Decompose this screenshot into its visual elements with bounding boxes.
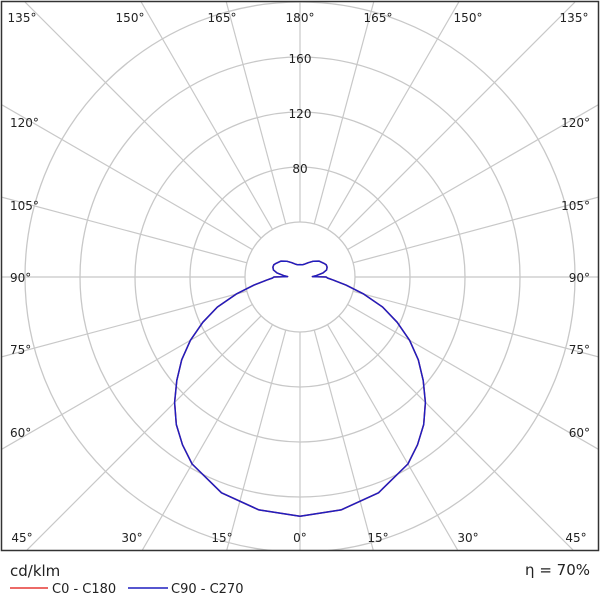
grid-ring — [189, 166, 411, 388]
angle-label: 120° — [561, 116, 590, 130]
angle-label: 15° — [367, 531, 388, 545]
radial-tick-label: 120 — [289, 107, 312, 121]
grid-center-fill — [245, 222, 355, 332]
angle-label: 180° — [286, 11, 315, 25]
angle-label: 135° — [560, 11, 589, 25]
grid-ring — [134, 111, 466, 443]
angle-label: 150° — [454, 11, 483, 25]
angle-label: 45° — [11, 531, 32, 545]
angle-label: 105° — [10, 199, 39, 213]
polar-grid — [2, 2, 598, 550]
efficiency-label: η = 70% — [525, 561, 590, 579]
grid-spoke — [299, 104, 598, 278]
series-curve-c90-c270 — [173, 260, 427, 518]
angle-label: 60° — [10, 426, 31, 440]
angle-label: 60° — [569, 426, 590, 440]
grid-spoke — [299, 2, 576, 278]
radial-tick-label: 80 — [292, 162, 307, 176]
angle-label: 30° — [121, 531, 142, 545]
angle-label: 75° — [569, 343, 590, 357]
angle-label: 165° — [208, 11, 237, 25]
chart-frame — [0, 0, 600, 552]
grid-spoke — [2, 276, 301, 450]
angle-label: 105° — [561, 199, 590, 213]
radial-tick-label: 160 — [289, 52, 312, 66]
angle-label: 120° — [10, 116, 39, 130]
angle-label: 45° — [565, 531, 586, 545]
radial-labels: 80 120 160 — [289, 52, 312, 176]
legend-label-c0: C0 - C180 — [52, 582, 116, 597]
angle-label: 0° — [293, 531, 307, 545]
angle-label: 165° — [364, 11, 393, 25]
angle-label: 30° — [457, 531, 478, 545]
angle-label: 75° — [10, 343, 31, 357]
angle-label: 150° — [116, 11, 145, 25]
angle-labels: 135° 150° 165° 180° 165° 150° 135° 45° 30° 15° 0° 1… — [8, 11, 590, 545]
unit-label: cd/klm — [10, 562, 60, 580]
legend-label-c90: C90 - C270 — [171, 582, 243, 597]
grid-spoke — [299, 276, 574, 550]
grid-ring — [24, 2, 576, 550]
grid-spoke — [24, 2, 301, 278]
grid-ring — [79, 56, 521, 498]
grid-spoke — [26, 276, 301, 550]
grid-spoke — [299, 276, 598, 450]
grid-ring — [244, 221, 356, 333]
angle-label: 90° — [569, 271, 590, 285]
angle-label: 90° — [10, 271, 31, 285]
angle-label: 135° — [8, 11, 37, 25]
grid-spoke — [2, 104, 301, 278]
curves — [173, 260, 427, 518]
angle-label: 15° — [211, 531, 232, 545]
